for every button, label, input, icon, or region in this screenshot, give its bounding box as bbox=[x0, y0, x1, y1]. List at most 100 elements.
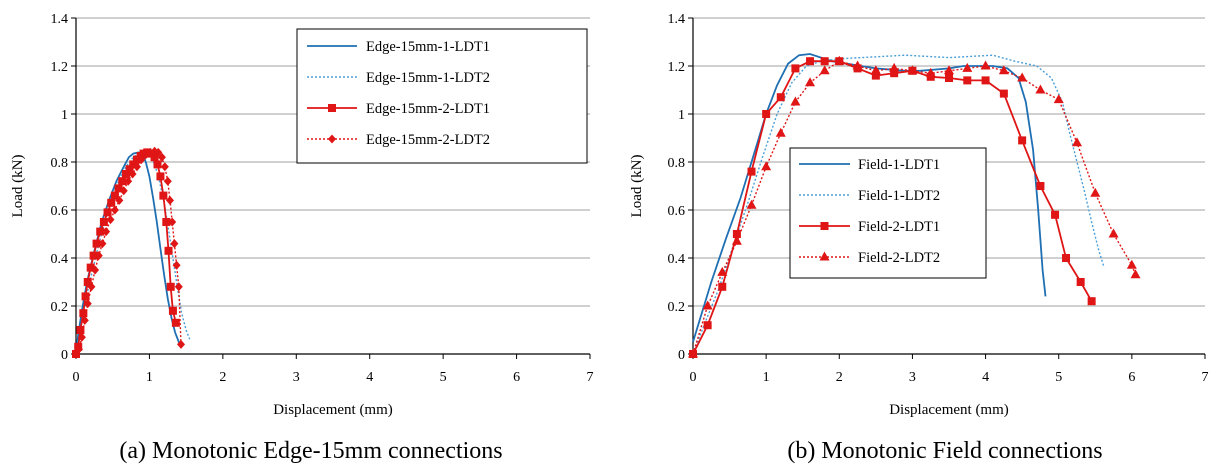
data-point bbox=[776, 93, 785, 102]
series-2 bbox=[692, 54, 1105, 355]
legend-marker bbox=[328, 134, 336, 144]
data-point bbox=[137, 155, 146, 165]
chart-caption: (b) Monotonic Field connections bbox=[787, 438, 1102, 464]
data-point bbox=[746, 199, 757, 209]
series-line bbox=[692, 60, 1137, 355]
data-point bbox=[871, 71, 880, 80]
y-tick-label: 0.8 bbox=[51, 156, 69, 171]
y-tick-label: 0.4 bbox=[668, 252, 686, 267]
data-point bbox=[166, 282, 175, 291]
data-point bbox=[153, 160, 162, 169]
data-point bbox=[1087, 297, 1096, 306]
data-point bbox=[762, 110, 771, 118]
data-point bbox=[1017, 72, 1028, 82]
chart-caption: (a) Monotonic Edge-15mm connections bbox=[119, 438, 502, 464]
x-tick-label: 5 bbox=[440, 370, 447, 385]
data-point bbox=[119, 186, 128, 196]
data-point bbox=[945, 74, 953, 82]
data-point bbox=[1090, 187, 1101, 197]
data-point bbox=[77, 332, 86, 342]
legend-entry: Edge-15mm-2-LDT2 bbox=[366, 132, 490, 148]
data-point bbox=[150, 153, 159, 162]
data-point bbox=[1076, 278, 1085, 286]
y-tick-label: 0.8 bbox=[668, 156, 686, 171]
data-point bbox=[172, 260, 181, 270]
data-point bbox=[1051, 210, 1060, 219]
series-4 bbox=[688, 55, 1141, 358]
legend-entry: Edge-15mm-1-LDT2 bbox=[366, 70, 490, 86]
data-point bbox=[1126, 259, 1137, 269]
x-tick-label: 3 bbox=[909, 370, 916, 385]
data-point bbox=[91, 265, 100, 275]
data-point bbox=[731, 235, 742, 245]
data-point bbox=[999, 89, 1008, 98]
x-tick-label: 5 bbox=[1055, 370, 1062, 385]
data-point bbox=[124, 176, 133, 186]
data-point bbox=[170, 239, 179, 249]
series-line bbox=[692, 54, 1105, 355]
chart-1: 0 0.2 0.4 0.6 0.8 1 1.2 1.4 0 1 2 3 4 5 6 7 Displacement… bbox=[10, 12, 594, 464]
data-point bbox=[981, 76, 990, 85]
legend-entry: Field-2-LDT2 bbox=[858, 250, 940, 266]
data-point bbox=[171, 318, 180, 327]
y-tick-label: 1.2 bbox=[668, 60, 686, 75]
data-point bbox=[115, 195, 124, 205]
data-point bbox=[165, 195, 174, 205]
y-tick-label: 0.6 bbox=[668, 204, 686, 219]
data-point bbox=[168, 306, 177, 315]
data-point bbox=[168, 217, 177, 227]
data-point bbox=[81, 292, 90, 301]
data-point bbox=[80, 315, 89, 325]
data-point bbox=[718, 282, 727, 291]
x-axis-label: Displacement (mm) bbox=[889, 402, 1009, 418]
data-point bbox=[747, 167, 756, 176]
data-point bbox=[86, 263, 95, 272]
data-point bbox=[890, 69, 899, 78]
y-tick-label: 0 bbox=[61, 348, 68, 363]
data-point bbox=[1108, 228, 1119, 238]
legend: Field-1-LDT1 Field-1-LDT2 Field-2-LDT1 Fiel… bbox=[789, 147, 987, 279]
series-4 bbox=[72, 146, 186, 359]
data-point bbox=[121, 170, 130, 178]
x-tick-label: 6 bbox=[1128, 370, 1135, 385]
x-tick-label: 1 bbox=[146, 370, 153, 385]
legend-marker bbox=[328, 104, 336, 112]
data-point bbox=[83, 299, 92, 309]
x-tick-label: 6 bbox=[513, 370, 520, 385]
data-point bbox=[1130, 269, 1141, 279]
data-point bbox=[702, 300, 713, 310]
data-point bbox=[819, 65, 830, 75]
x-tick-label: 0 bbox=[73, 370, 80, 385]
data-point bbox=[806, 57, 815, 66]
y-axis-label: Load (kN) bbox=[10, 155, 26, 218]
legend-entry: Edge-15mm-2-LDT1 bbox=[366, 101, 490, 117]
x-tick-label: 2 bbox=[836, 370, 843, 385]
y-tick-label: 1.4 bbox=[51, 12, 69, 27]
data-point bbox=[87, 282, 96, 292]
x-tick-label: 2 bbox=[219, 370, 226, 385]
data-point bbox=[980, 60, 991, 70]
data-point bbox=[74, 344, 83, 354]
legend-marker bbox=[819, 251, 830, 261]
legend: Edge-15mm-1-LDT1 Edge-15mm-1-LDT2 Edge-15m… bbox=[296, 28, 588, 164]
legend-entry: Field-2-LDT1 bbox=[858, 219, 940, 235]
data-point bbox=[703, 321, 712, 330]
legend-entry: Field-1-LDT1 bbox=[858, 157, 940, 173]
data-point bbox=[129, 160, 138, 169]
data-point bbox=[125, 165, 134, 174]
data-point bbox=[805, 77, 816, 87]
y-axis-label: Load (kN) bbox=[629, 155, 645, 218]
data-point bbox=[926, 72, 935, 81]
legend-entry: Edge-15mm-1-LDT1 bbox=[366, 39, 490, 55]
series-line bbox=[692, 60, 1093, 355]
data-point bbox=[79, 309, 88, 318]
data-point bbox=[944, 65, 954, 75]
data-point bbox=[89, 251, 98, 260]
data-point bbox=[99, 218, 108, 226]
legend-box bbox=[296, 28, 588, 164]
x-tick-label: 1 bbox=[763, 370, 770, 385]
data-point bbox=[92, 239, 101, 248]
y-tick-label: 1.2 bbox=[51, 60, 69, 75]
data-point bbox=[775, 127, 786, 137]
x-tick-label: 3 bbox=[293, 370, 300, 385]
